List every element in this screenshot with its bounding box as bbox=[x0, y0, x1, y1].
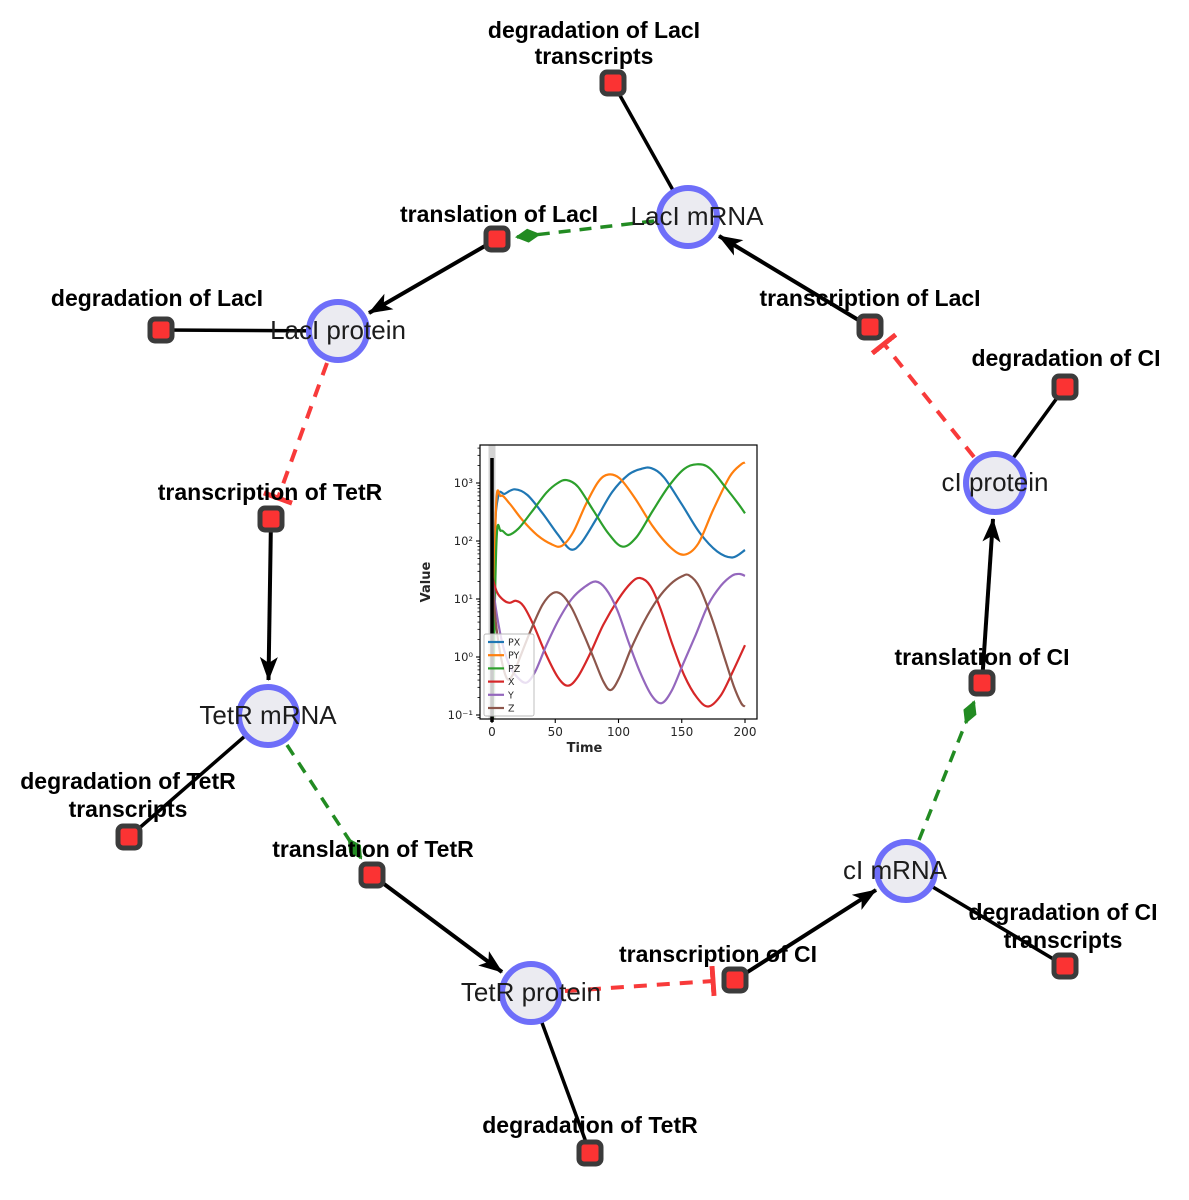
x-tick-label: 100 bbox=[607, 725, 630, 739]
label-deg-ci-transcripts-line1: degradation of CI bbox=[968, 899, 1157, 925]
y-tick-label: 10⁻¹ bbox=[448, 708, 473, 722]
x-tick-label: 150 bbox=[670, 725, 693, 739]
reaction-node-deg-ci bbox=[1051, 373, 1079, 401]
species-node-tetr-protein bbox=[499, 961, 563, 1025]
legend-label-PZ: PZ bbox=[508, 664, 521, 675]
x-tick-label: 0 bbox=[488, 725, 496, 739]
label-deg-laci-transcripts-line1: degradation of LacI bbox=[488, 17, 700, 43]
chart-legend: PX PY PZ XYZ bbox=[483, 633, 535, 717]
legend-label-X: X bbox=[508, 677, 515, 688]
edge-ciprotein-inhibits-transcription-laci bbox=[870, 332, 976, 459]
edge-tetrprotein-inhibits-transcription-ci bbox=[564, 965, 717, 997]
y-tick-label: 10³ bbox=[454, 476, 474, 490]
label-deg-laci: degradation of LacI bbox=[51, 285, 263, 311]
species-node-tetr-mrna bbox=[236, 684, 300, 748]
label-ci-mrna: cI mRNA bbox=[843, 855, 948, 885]
timecourse-plot: 0 50 100 150 20010³10²10¹10⁰10⁻¹TimeValuePXP… bbox=[419, 444, 758, 756]
reaction-node-transcription-laci bbox=[856, 313, 884, 341]
species-node-laci-protein bbox=[306, 299, 370, 363]
edge-transcription-tetr-to-mrna bbox=[259, 518, 278, 681]
species-node-ci-protein bbox=[963, 451, 1027, 515]
reaction-node-translation-tetr bbox=[358, 861, 386, 889]
label-translation-laci: translation of LacI bbox=[400, 201, 598, 227]
reaction-node-deg-ci-transcripts bbox=[1051, 952, 1079, 980]
label-deg-ci: degradation of CI bbox=[971, 345, 1160, 371]
label-laci-protein: LacI protein bbox=[270, 315, 406, 345]
legend-label-PX: PX bbox=[508, 638, 521, 649]
series-line-PX bbox=[491, 466, 746, 719]
series-line-PY bbox=[491, 461, 746, 719]
label-transcription-tetr: transcription of TetR bbox=[158, 479, 383, 505]
y-tick-label: 10² bbox=[454, 534, 473, 548]
reaction-node-translation-ci bbox=[968, 669, 996, 697]
edge-transcription-laci-to-mrna bbox=[717, 234, 872, 329]
simulation-chart-inset: 0 50 100 150 200 10³ 10² 10¹ 10⁰ 10⁻¹ Time Value PX P… bbox=[415, 430, 767, 772]
edge-tetrmrna-modifies-translation bbox=[285, 744, 363, 860]
series-line-X bbox=[490, 575, 746, 708]
species-node-laci-mrna bbox=[656, 185, 720, 249]
legend-label-PY: PY bbox=[508, 651, 520, 662]
label-laci-mrna: LacI mRNA bbox=[631, 201, 765, 231]
label-deg-ci-transcripts-line2: transcripts bbox=[1004, 927, 1123, 953]
label-translation-tetr: translation of TetR bbox=[272, 836, 474, 862]
label-deg-tetr: degradation of TetR bbox=[482, 1112, 698, 1138]
legend-label-Y: Y bbox=[507, 690, 514, 701]
reaction-node-deg-laci bbox=[147, 316, 175, 344]
label-transcription-ci: transcription of CI bbox=[619, 941, 817, 967]
x-axis-label: Time bbox=[567, 741, 603, 756]
edge-lacimrna-modifies-translation bbox=[515, 219, 655, 243]
label-deg-laci-transcripts-line2: transcripts bbox=[535, 43, 654, 69]
x-tick-label: 50 bbox=[548, 725, 563, 739]
reaction-node-deg-tetr-transcripts bbox=[115, 823, 143, 851]
label-ci-protein: cI protein bbox=[942, 467, 1049, 497]
label-deg-tetr-transcripts-line2: transcripts bbox=[69, 796, 188, 822]
legend-label-Z: Z bbox=[508, 704, 515, 715]
label-translation-ci: translation of CI bbox=[894, 644, 1069, 670]
y-axis-label: Value bbox=[419, 561, 434, 602]
label-transcription-laci: transcription of LacI bbox=[759, 285, 980, 311]
series-line-PZ bbox=[491, 463, 746, 719]
y-tick-label: 10⁰ bbox=[454, 650, 474, 664]
y-tick-label: 10¹ bbox=[454, 592, 473, 606]
reaction-node-transcription-ci bbox=[721, 966, 749, 994]
edge-cimrna-modifies-translation bbox=[917, 700, 977, 841]
edge-translation-tetr-to-protein bbox=[370, 873, 504, 974]
reaction-node-deg-tetr bbox=[576, 1139, 604, 1167]
species-node-ci-mrna bbox=[874, 839, 938, 903]
reaction-node-transcription-tetr bbox=[257, 505, 285, 533]
edge-transcription-ci-to-mrna bbox=[733, 888, 878, 982]
edge-laciprotein-inhibits-transcription-tetr bbox=[263, 362, 329, 506]
label-tetr-mrna: TetR mRNA bbox=[199, 700, 337, 730]
x-tick-label: 200 bbox=[734, 725, 757, 739]
edge-translation-ci-to-protein bbox=[980, 518, 1001, 684]
label-tetr-protein: TetR protein bbox=[461, 977, 601, 1007]
label-deg-tetr-transcripts-line1: degradation of TetR bbox=[20, 768, 236, 794]
reaction-node-translation-laci bbox=[483, 225, 511, 253]
reaction-node-deg-laci-transcripts bbox=[599, 69, 627, 97]
edge-translation-laci-to-protein bbox=[367, 237, 499, 315]
